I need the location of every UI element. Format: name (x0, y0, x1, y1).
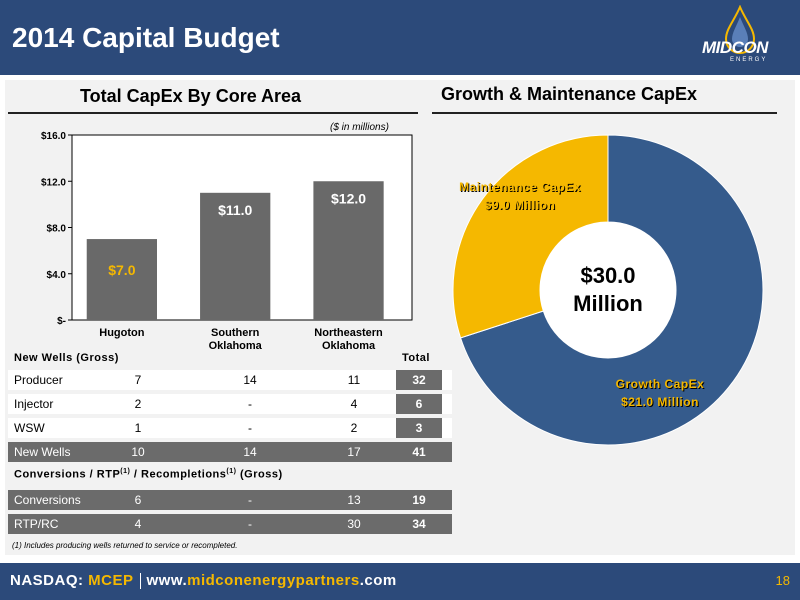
maintenance-label-name: Maintenance CapEx (459, 180, 581, 194)
wells-cell: 1 (134, 421, 142, 435)
y-tick-label: $16.0 (41, 131, 66, 142)
wells-cell: 7 (134, 373, 142, 387)
donut-center-unit: Million (573, 291, 643, 316)
wells-cell: - (248, 397, 252, 411)
maintenance-label: Maintenance CapEx $9.0 Million (420, 178, 620, 214)
y-tick-label: $4.0 (47, 270, 67, 281)
bar-data-label: $11.0 (218, 202, 252, 218)
conversions-heading-c: (Gross) (236, 468, 283, 481)
bar (86, 239, 157, 320)
wells-row-label: WSW (14, 421, 45, 435)
wells-total-cell: 6 (396, 394, 442, 414)
right-section-title: Growth & Maintenance CapEx (441, 84, 698, 104)
donut-slice-maintenance (452, 134, 609, 339)
donut-center-value: $30.0 (580, 263, 636, 288)
x-category-label: Northeastern (314, 327, 383, 339)
conversions-total-cell: 34 (412, 517, 426, 531)
footer-ticker: NASDAQ: MCEP www.midconenergypartners.com (10, 572, 397, 590)
y-tick-label: $8.0 (47, 224, 67, 235)
donut-center-label: $30.0 Million (548, 262, 668, 318)
conversions-cell: 30 (347, 517, 361, 531)
wells-cell: 14 (243, 373, 257, 387)
conversions-total-cell: 19 (412, 493, 426, 507)
wells-cell: 4 (350, 397, 358, 411)
wells-row: Producer 7 14 11 32 (8, 370, 452, 390)
conversions-row-label: RTP/RC (14, 517, 59, 531)
bar-data-label: $7.0 (108, 262, 135, 278)
bar (313, 181, 384, 320)
footnote-ref-1: (1) (120, 468, 131, 475)
website-tld: .com (359, 572, 397, 589)
nasdaq-label: NASDAQ: (10, 572, 89, 589)
conversions-cell: - (248, 493, 252, 507)
footnote: (1) Includes producing wells returned to… (12, 541, 238, 550)
growth-label-value: $21.0 Million (621, 395, 699, 409)
wells-cell: 14 (243, 445, 257, 459)
growth-label-name: Growth CapEx (615, 377, 705, 391)
logo-subtext: ENERGY (730, 57, 768, 63)
maintenance-label-value: $9.0 Million (484, 198, 556, 212)
wells-cell: 2 (350, 421, 358, 435)
x-category-label: Oklahoma (322, 340, 376, 352)
left-title-rule (8, 112, 418, 114)
page-number: 18 (775, 573, 790, 588)
ticker-symbol: MCEP (88, 572, 134, 589)
website-domain: midconenergypartners (187, 572, 360, 589)
bar-data-label: $12.0 (331, 190, 366, 206)
wells-cell: 2 (134, 397, 142, 411)
donut-hole (540, 222, 676, 358)
footer-bar: NASDAQ: MCEP www.midconenergypartners.com… (0, 563, 800, 600)
footnote-ref-2: (1) (226, 468, 237, 475)
conversions-cell: 4 (134, 517, 142, 531)
wells-cell: 10 (131, 445, 145, 459)
wells-total-heading: Total (402, 352, 430, 364)
bar (200, 192, 271, 320)
logo-drop-icon (724, 4, 756, 54)
x-category-label: Hugoton (99, 327, 144, 339)
y-tick-label: $- (57, 316, 66, 327)
conversions-row: Conversions 6 - 13 19 (8, 490, 452, 510)
logo-wordmark: MIDCON (702, 38, 768, 57)
wells-row-label: Producer (14, 373, 63, 387)
conversions-cell: 13 (347, 493, 361, 507)
wells-total-cell: 32 (396, 370, 442, 390)
unit-note: ($ in millions) (330, 122, 389, 133)
growth-label: Growth CapEx $21.0 Million (560, 375, 760, 411)
wells-cell: 11 (347, 373, 361, 387)
x-category-label: Southern (211, 327, 260, 339)
conversions-heading: Conversions / RTP(1) / Recompletions(1) … (14, 468, 283, 481)
wells-total-cell: 3 (396, 418, 442, 438)
www-prefix: www. (146, 572, 188, 589)
y-tick-label: $12.0 (41, 177, 66, 188)
wells-row: New Wells 10 14 17 41 (8, 442, 452, 462)
wells-row-label: New Wells (14, 445, 71, 459)
wells-cell: - (248, 421, 252, 435)
right-title-rule (432, 112, 777, 114)
conversions-row-label: Conversions (14, 493, 81, 507)
slide-title: 2014 Capital Budget (12, 22, 280, 53)
conversions-heading-b: / Recompletions (130, 468, 227, 481)
x-category-label: Oklahoma (209, 340, 263, 352)
conversions-cell: - (248, 517, 252, 531)
conversions-heading-a: Conversions / RTP (14, 468, 121, 481)
header-bar: 2014 Capital Budget MIDCON ENERGY (0, 0, 800, 75)
footer-divider (139, 573, 141, 590)
wells-heading: New Wells (Gross) (14, 352, 119, 364)
conversions-row: RTP/RC 4 - 30 34 (8, 514, 452, 534)
wells-row-label: Injector (14, 397, 54, 411)
wells-cell: 17 (347, 445, 361, 459)
left-section-title: Total CapEx By Core Area (80, 86, 302, 106)
wells-row: WSW 1 - 2 3 (8, 418, 452, 438)
conversions-cell: 6 (134, 493, 142, 507)
wells-row: Injector 2 - 4 6 (8, 394, 452, 414)
company-logo: MIDCON ENERGY (690, 4, 790, 70)
wells-total-cell: 41 (412, 445, 426, 459)
